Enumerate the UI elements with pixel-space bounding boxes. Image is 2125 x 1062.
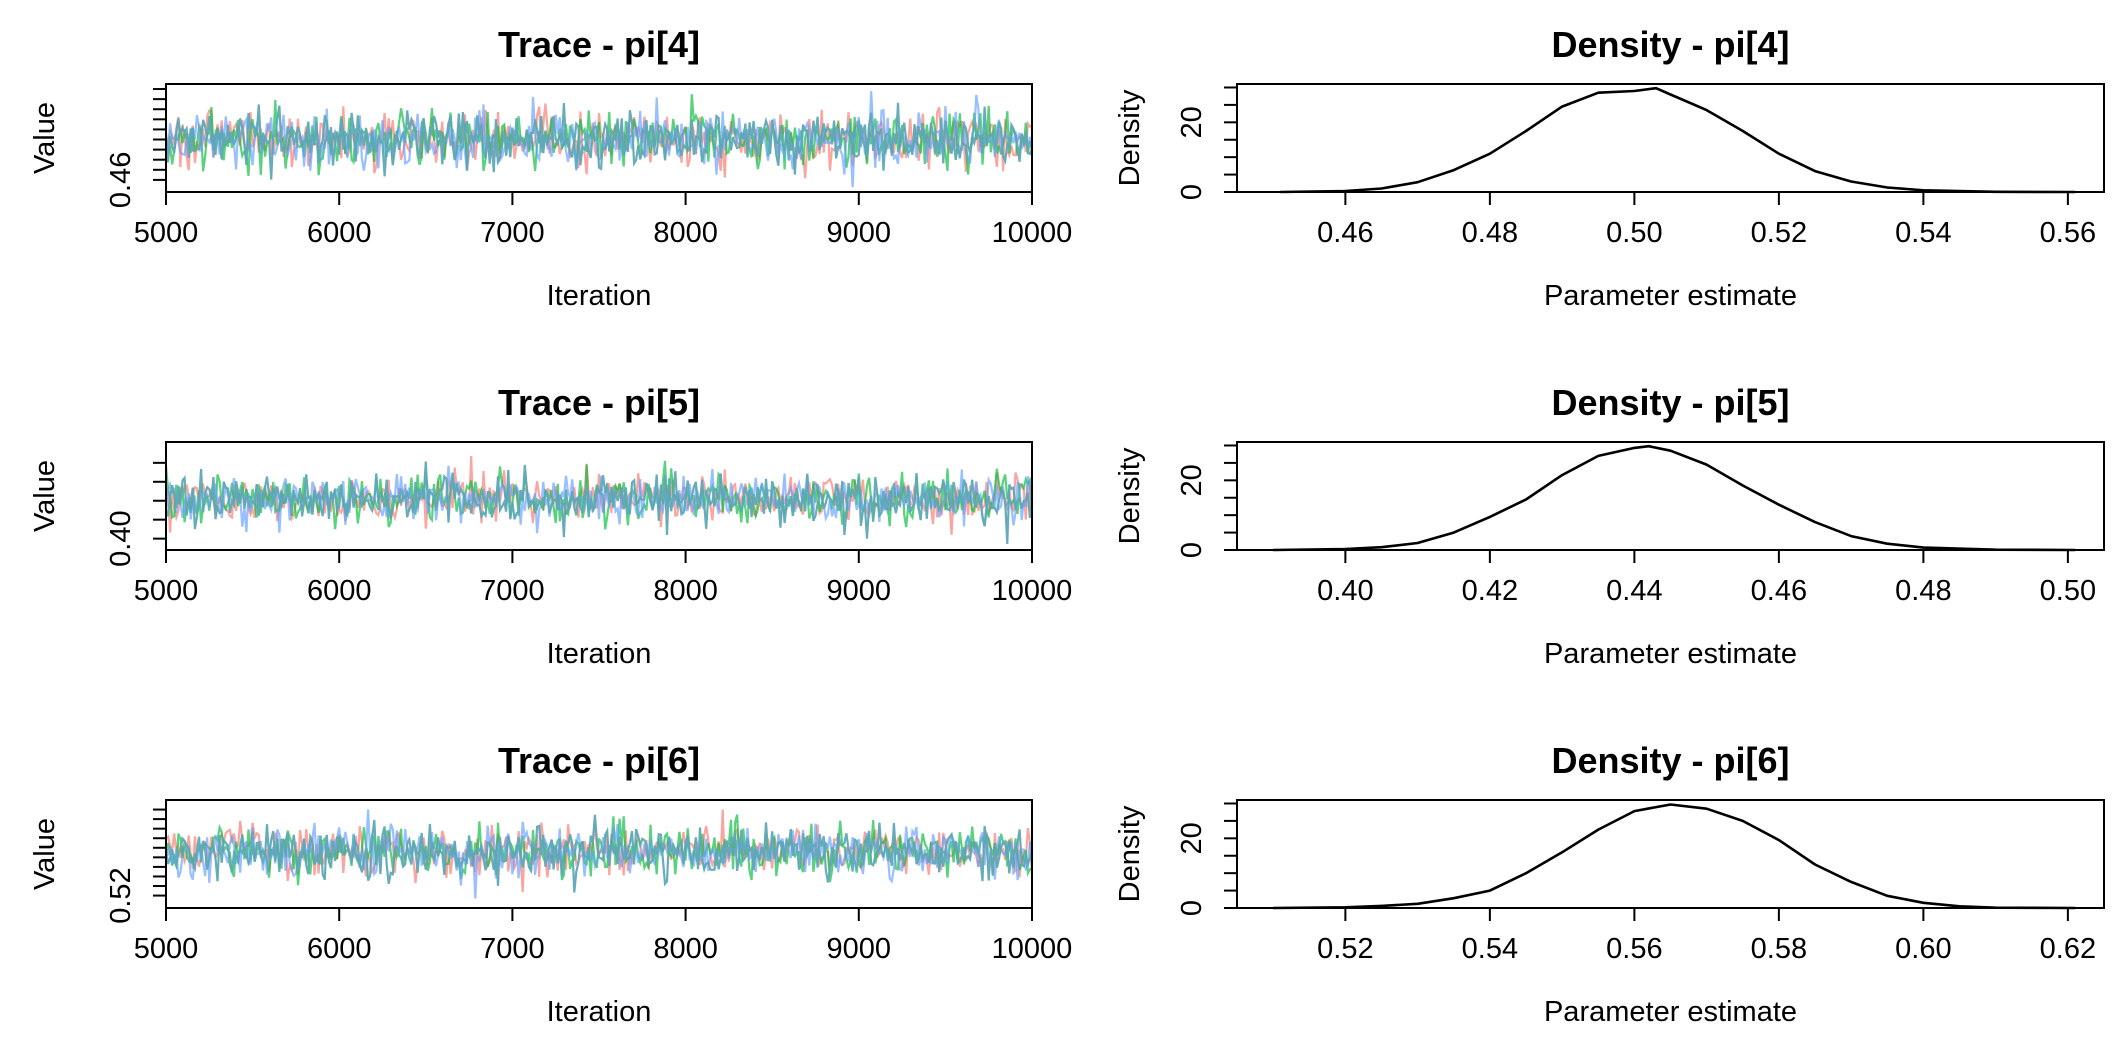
panel-title: Trace - pi[4] bbox=[498, 24, 700, 65]
trace-chain-line-3 bbox=[164, 465, 1034, 534]
panel-title: Density - pi[6] bbox=[1551, 740, 1789, 781]
x-tick-label: 6000 bbox=[307, 217, 372, 249]
y-axis-label: Density bbox=[1114, 805, 1146, 902]
y-axis-label: Value bbox=[29, 460, 61, 532]
density-panel-5: Density - pi[6] 0.52 0.54 0.56 0.58 0.60 0.62 P… bbox=[1114, 740, 2105, 1028]
x-tick-label: 0.56 bbox=[2040, 217, 2096, 249]
x-tick-label: 0.58 bbox=[1751, 933, 1807, 965]
density-panel-1: Density - pi[4] 0.46 0.48 0.50 0.52 0.54 0.56 P… bbox=[1114, 24, 2105, 312]
x-tick-label: 6000 bbox=[307, 933, 372, 965]
x-axis-label: Iteration bbox=[547, 996, 652, 1028]
plot-frame bbox=[165, 441, 1033, 551]
y-tick-label: 0 bbox=[1176, 184, 1208, 200]
plot-frame bbox=[1236, 441, 2105, 551]
x-tick-label: 0.46 bbox=[1751, 575, 1807, 607]
x-axis-label: Parameter estimate bbox=[1544, 280, 1797, 312]
trace-chain-line-4 bbox=[164, 461, 1034, 544]
trace-panel-4: Trace - pi[6] 5000 6000 7000 8000 9000 10000 It… bbox=[29, 740, 1072, 1028]
density-curve bbox=[1273, 803, 2076, 910]
density-panel-3: Density - pi[5] 0.40 0.42 0.44 0.46 0.48 0.50 P… bbox=[1114, 382, 2105, 670]
x-tick-label: 0.50 bbox=[1606, 217, 1662, 249]
y-tick-label: 20 bbox=[1176, 464, 1208, 496]
x-tick-label: 10000 bbox=[992, 575, 1073, 607]
y-tick-label: 20 bbox=[1176, 106, 1208, 138]
plot-frame bbox=[1236, 83, 2105, 193]
density-curve bbox=[1280, 86, 2076, 194]
plot-frame bbox=[165, 83, 1033, 193]
y-tick-label: 0.40 bbox=[105, 510, 137, 566]
y-tick-label: 0 bbox=[1176, 542, 1208, 558]
x-tick-label: 9000 bbox=[827, 933, 892, 965]
x-tick-label: 0.56 bbox=[1606, 933, 1662, 965]
x-tick-label: 0.50 bbox=[2040, 575, 2096, 607]
x-tick-label: 7000 bbox=[480, 217, 545, 249]
x-tick-label: 5000 bbox=[134, 575, 199, 607]
panel-title: Density - pi[5] bbox=[1551, 382, 1789, 423]
plot-frame bbox=[1236, 799, 2105, 909]
x-tick-label: 0.60 bbox=[1895, 933, 1951, 965]
x-tick-label: 6000 bbox=[307, 575, 372, 607]
x-tick-label: 8000 bbox=[653, 933, 718, 965]
y-axis-label: Value bbox=[29, 818, 61, 890]
x-tick-label: 9000 bbox=[827, 575, 892, 607]
x-tick-label: 8000 bbox=[653, 575, 718, 607]
x-tick-label: 0.54 bbox=[1895, 217, 1951, 249]
plot-frame bbox=[165, 799, 1033, 909]
trace-chain-line-4 bbox=[164, 814, 1034, 893]
y-tick-label: 0 bbox=[1176, 900, 1208, 916]
x-tick-label: 0.48 bbox=[1895, 575, 1951, 607]
y-axis-label: Value bbox=[29, 102, 61, 174]
x-tick-label: 5000 bbox=[134, 933, 199, 965]
x-tick-label: 0.62 bbox=[2040, 933, 2096, 965]
x-tick-label: 7000 bbox=[480, 575, 545, 607]
x-tick-label: 0.52 bbox=[1751, 217, 1807, 249]
panel-title: Trace - pi[6] bbox=[498, 740, 700, 781]
x-tick-label: 10000 bbox=[992, 933, 1073, 965]
x-axis-label: Parameter estimate bbox=[1544, 996, 1797, 1028]
x-tick-label: 0.52 bbox=[1317, 933, 1373, 965]
x-tick-label: 0.48 bbox=[1462, 217, 1518, 249]
x-axis-label: Iteration bbox=[547, 638, 652, 670]
y-axis-label: Density bbox=[1114, 447, 1146, 544]
x-tick-label: 9000 bbox=[827, 217, 892, 249]
x-tick-label: 5000 bbox=[134, 217, 199, 249]
panel-title: Trace - pi[5] bbox=[498, 382, 700, 423]
trace-panel-2: Trace - pi[5] 5000 6000 7000 8000 9000 10000 It… bbox=[29, 382, 1072, 670]
x-tick-label: 0.54 bbox=[1462, 933, 1518, 965]
y-tick-label: 20 bbox=[1176, 822, 1208, 854]
x-tick-label: 10000 bbox=[992, 217, 1073, 249]
x-tick-label: 0.42 bbox=[1462, 575, 1518, 607]
x-tick-label: 0.44 bbox=[1606, 575, 1662, 607]
trace-chain-line-4 bbox=[164, 102, 1034, 180]
x-tick-label: 0.46 bbox=[1317, 217, 1373, 249]
x-tick-label: 8000 bbox=[653, 217, 718, 249]
y-tick-label: 0.52 bbox=[105, 867, 137, 923]
x-tick-label: 0.40 bbox=[1317, 575, 1373, 607]
y-tick-label: 0.46 bbox=[105, 152, 137, 208]
x-tick-label: 7000 bbox=[480, 933, 545, 965]
density-curve bbox=[1273, 444, 2076, 552]
trace-panel-0: Trace - pi[4] 5000 6000 7000 8000 9000 10000 It… bbox=[29, 24, 1072, 312]
y-axis-label: Density bbox=[1114, 89, 1146, 186]
panel-title: Density - pi[4] bbox=[1551, 24, 1789, 65]
x-axis-label: Iteration bbox=[547, 280, 652, 312]
x-axis-label: Parameter estimate bbox=[1544, 638, 1797, 670]
